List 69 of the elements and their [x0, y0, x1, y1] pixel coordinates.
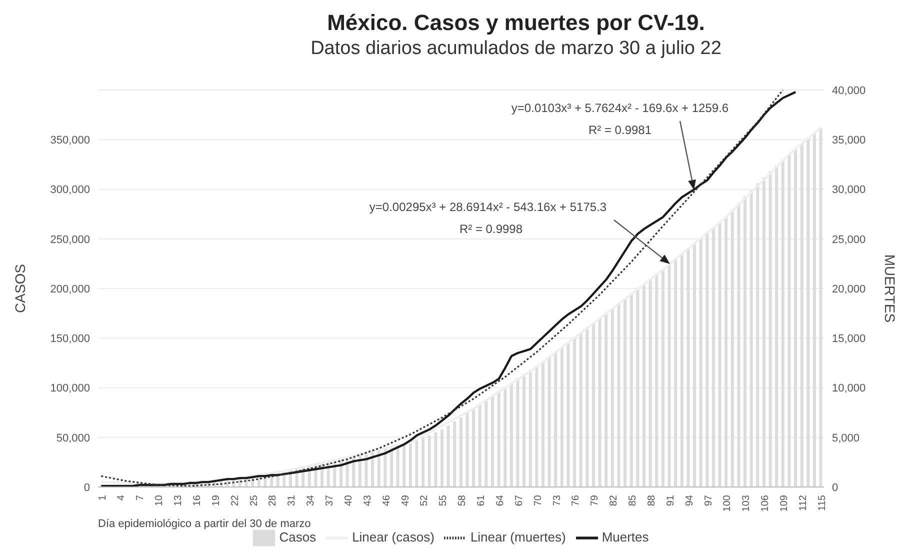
- x-tick-label: 94: [684, 494, 696, 506]
- y-tick-label: 0: [84, 482, 90, 494]
- x-tick-label: 76: [570, 494, 582, 506]
- annotation: y=0.00295x³ + 28.6914x² - 543.16x + 5175.3: [369, 200, 607, 214]
- x-tick-label: 46: [381, 494, 392, 506]
- x-tick-label: 40: [343, 494, 354, 506]
- x-tick-label: 115: [816, 494, 828, 511]
- y2-tick-label: 35,000: [832, 134, 866, 147]
- y2-tick-label: 15,000: [832, 333, 866, 346]
- y-tick-label: 50,000: [56, 432, 90, 444]
- x-tick-label: 106: [760, 494, 772, 512]
- x-tick-label: 70: [532, 494, 544, 506]
- legend-label: Muertes: [602, 529, 649, 544]
- y-tick-label: 150,000: [50, 333, 90, 346]
- annotation: y=0.0103x³ + 5.7624x² - 169.6x + 1259.6: [511, 101, 729, 115]
- x-tick-label: 25: [248, 494, 260, 506]
- x-tick-label: 103: [741, 494, 752, 512]
- x-axis-title: Día epidemiológico a partir del 30 de marzo: [98, 518, 311, 530]
- x-tick-label: 49: [400, 494, 412, 506]
- x-tick-label: 97: [703, 494, 714, 506]
- y-tick-label: 350,000: [50, 134, 90, 147]
- x-tick-label: 43: [362, 494, 374, 506]
- legend-label: Casos: [279, 529, 316, 544]
- y2-tick-label: 25,000: [832, 234, 866, 246]
- x-tick-label: 112: [798, 494, 810, 511]
- chart-subtitle: Datos diarios acumulados de marzo 30 a julio 22: [310, 38, 722, 60]
- y2-tick-label: 30,000: [832, 184, 866, 196]
- chart-title: México. Casos y muertes por CV-19.: [326, 9, 706, 36]
- y2-tick-label: 40,000: [832, 84, 866, 97]
- x-tick-label: 61: [476, 494, 488, 506]
- y-tick-label: 200,000: [50, 283, 90, 296]
- x-tick-label: 1: [97, 494, 108, 501]
- x-tick-label: 109: [779, 494, 790, 512]
- y-tick-label: 100,000: [50, 382, 90, 395]
- x-tick-label: 37: [324, 494, 336, 506]
- x-tick-label: 4: [116, 494, 128, 501]
- x-tick-label: 52: [419, 494, 430, 506]
- x-tick-label: 64: [494, 494, 506, 506]
- y2-tick-label: 20,000: [832, 283, 866, 296]
- x-tick-label: 34: [306, 494, 317, 506]
- legend-label: Linear (casos): [352, 529, 434, 544]
- y2-tick-label: 10,000: [832, 382, 866, 395]
- x-tick-label: 100: [722, 494, 734, 512]
- x-tick-label: 19: [210, 494, 222, 506]
- y2-tick-label: 0: [832, 482, 838, 494]
- y2-axis-title: MUERTES: [882, 254, 898, 323]
- y-tick-label: 300,000: [50, 184, 90, 196]
- x-tick-label: 10: [154, 494, 166, 506]
- x-tick-label: 91: [665, 494, 676, 506]
- x-tick-label: 58: [457, 494, 468, 506]
- x-tick-label: 67: [514, 494, 525, 506]
- x-tick-label: 22: [230, 494, 241, 506]
- x-tick-label: 31: [286, 494, 298, 506]
- x-tick-label: 55: [438, 494, 450, 506]
- y2-tick-label: 5,000: [832, 432, 860, 444]
- y-tick-label: 250,000: [50, 234, 90, 246]
- y-axis-title: CASOS: [12, 264, 28, 314]
- x-tick-label: 7: [135, 494, 146, 501]
- x-tick-label: 82: [608, 494, 620, 506]
- x-tick-label: 85: [628, 494, 639, 506]
- legend-label: Linear (muertes): [470, 529, 566, 544]
- x-tick-label: 79: [590, 494, 601, 506]
- x-tick-label: 13: [173, 494, 184, 506]
- annotation: R² = 0.9998: [459, 222, 523, 236]
- annotation: R² = 0.9981: [588, 123, 652, 137]
- x-tick-label: 28: [268, 494, 279, 506]
- x-tick-label: 73: [552, 494, 563, 506]
- x-tick-label: 88: [646, 494, 658, 506]
- x-tick-label: 16: [192, 494, 203, 506]
